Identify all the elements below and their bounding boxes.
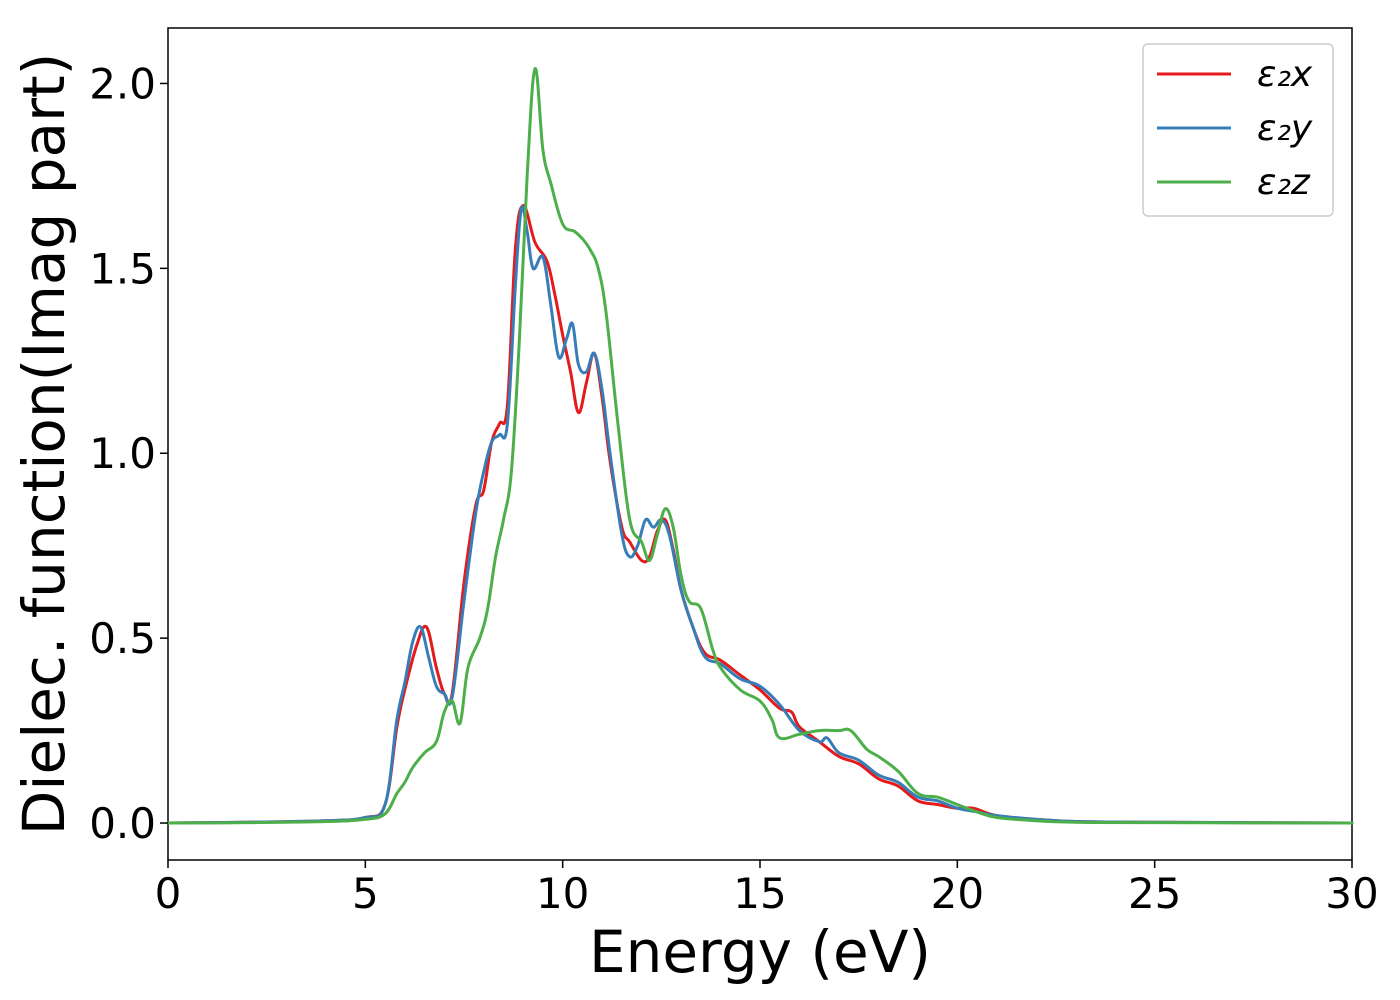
legend-label: ε₂y bbox=[1257, 108, 1313, 149]
y-axis-ticks: 0.0 0.5 1.0 1.5 2.0 bbox=[89, 59, 168, 848]
legend-entries: ε₂x ε₂y ε₂z bbox=[1157, 54, 1313, 203]
y-tick-label: 1.0 bbox=[89, 429, 156, 478]
x-tick-label: 25 bbox=[1128, 869, 1181, 918]
y-tick-label: 0.5 bbox=[89, 614, 156, 663]
legend-label: ε₂x bbox=[1257, 54, 1313, 95]
legend: ε₂x ε₂y ε₂z bbox=[1142, 43, 1334, 217]
series-line-eps2y bbox=[166, 205, 1354, 825]
x-tick-label: 30 bbox=[1325, 869, 1378, 918]
y-tick-label: 1.5 bbox=[89, 244, 156, 293]
x-axis-label: Energy (eV) bbox=[589, 918, 931, 986]
series-layer bbox=[166, 67, 1354, 825]
x-tick-label: 10 bbox=[536, 869, 589, 918]
legend-box bbox=[1142, 43, 1334, 217]
legend-label: ε₂z bbox=[1257, 162, 1311, 203]
x-tick-label: 5 bbox=[352, 869, 379, 918]
series-line-eps2x bbox=[166, 203, 1354, 825]
x-tick-label: 0 bbox=[155, 869, 182, 918]
y-tick-label: 0.0 bbox=[89, 799, 156, 848]
x-tick-label: 20 bbox=[931, 869, 984, 918]
y-tick-label: 2.0 bbox=[89, 59, 156, 108]
series-line-eps2z bbox=[166, 67, 1354, 825]
x-tick-label: 15 bbox=[733, 869, 786, 918]
y-axis-label: Dielec. function(Imag part) bbox=[10, 53, 78, 836]
x-axis-ticks: 0 5 10 15 20 25 30 bbox=[155, 860, 1379, 918]
